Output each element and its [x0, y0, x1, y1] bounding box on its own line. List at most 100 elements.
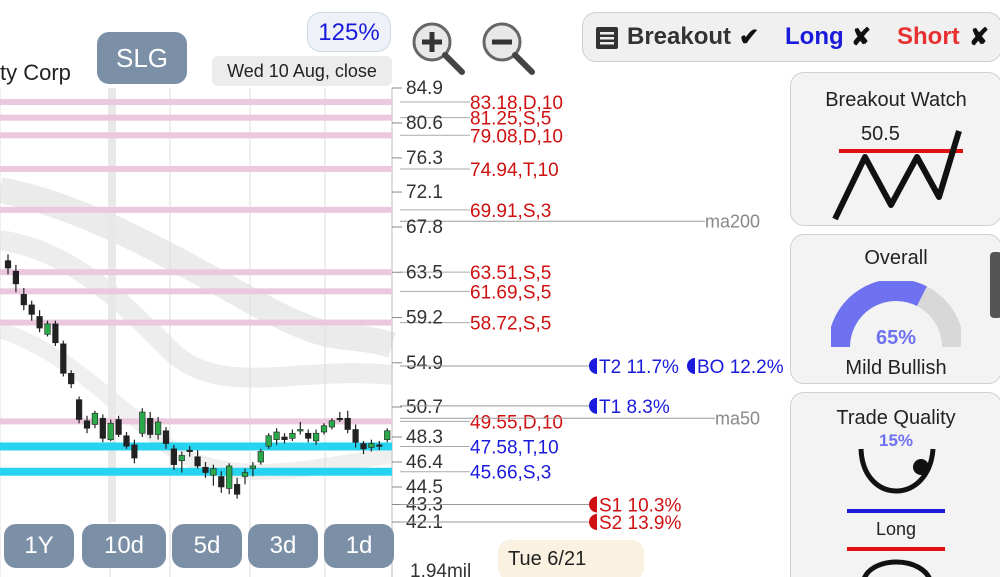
- candle-up: [91, 412, 98, 425]
- breakout-toggle[interactable]: Breakout: [627, 23, 732, 50]
- candle-down: [305, 432, 312, 439]
- target-marker-icon: [589, 496, 597, 513]
- level-label: 61.69,S,5: [470, 282, 551, 303]
- long-toggle[interactable]: Long: [785, 23, 844, 50]
- candle-up: [139, 411, 146, 434]
- target-label: T1 8.3%: [599, 397, 670, 418]
- level-band: [0, 467, 392, 476]
- candle-down: [202, 466, 209, 473]
- target-label: T2 11.7%: [599, 357, 679, 378]
- candle-down: [376, 444, 383, 447]
- timeframe-1y[interactable]: 1Y: [4, 524, 74, 568]
- breakout-watch-title: Breakout Watch: [825, 89, 967, 111]
- candle-up: [297, 429, 304, 432]
- y-axis-tick-label: 80.6: [406, 113, 443, 134]
- level-band: [0, 165, 392, 172]
- overall-label: Mild Bullish: [845, 357, 947, 379]
- candle-down: [131, 444, 138, 459]
- level-label: 83.18,D,10: [470, 93, 563, 114]
- y-axis-tick-label: 67.8: [406, 217, 443, 238]
- candle-down: [281, 436, 288, 440]
- level-label: 45.66,S,3: [470, 463, 551, 484]
- candle-down: [123, 435, 130, 447]
- level-band: [0, 114, 392, 121]
- target-marker-icon: [687, 357, 695, 374]
- candle-down: [36, 316, 43, 329]
- short-pattern-icon: [847, 547, 945, 577]
- candle-up: [257, 451, 264, 463]
- candle-up: [328, 420, 336, 428]
- target-marker-icon: [589, 514, 597, 530]
- level-band: [0, 206, 392, 213]
- level-label: 49.55,D,10: [470, 412, 563, 433]
- signal-toolbar: Breakout ✔ Long ✘ Short ✘: [582, 12, 1000, 62]
- candle-up: [241, 472, 249, 477]
- level-label: 69.91,S,3: [470, 201, 551, 222]
- side-tools-icon[interactable]: [990, 252, 1000, 318]
- candle-up: [178, 455, 185, 461]
- candle-down: [12, 270, 20, 285]
- trade-quality-percent: 15%: [878, 431, 914, 450]
- breakout-watch-value: 50.5: [861, 123, 900, 145]
- candle-down: [147, 417, 154, 435]
- candle-down: [218, 476, 225, 488]
- long-cross-icon: ✘: [851, 24, 872, 51]
- y-axis-tick-label: 84.9: [406, 78, 443, 99]
- level-label: 58.72,S,5: [470, 314, 551, 335]
- candle-down: [28, 304, 35, 315]
- candle-up: [44, 323, 51, 335]
- short-toggle[interactable]: Short: [897, 23, 960, 50]
- company-name: ty Corp: [0, 60, 71, 85]
- candle-down: [194, 456, 201, 467]
- target-marker-icon: [589, 357, 597, 374]
- long-pattern-icon: [847, 448, 945, 513]
- zoom-in-icon[interactable]: [410, 20, 466, 76]
- candle-down: [186, 449, 193, 452]
- candle-down: [162, 430, 170, 444]
- level-band: [0, 288, 392, 295]
- overall-panel[interactable]: Overall 65% Mild Bullish: [790, 234, 1000, 384]
- candle-down: [170, 448, 178, 465]
- target-marker-icon: [589, 397, 597, 414]
- candle-down: [360, 443, 367, 450]
- timeframe-3d[interactable]: 3d: [248, 524, 318, 568]
- breakout-watch-panel[interactable]: Breakout Watch 50.5: [790, 72, 1000, 226]
- breakout-check-icon: ✔: [739, 24, 760, 51]
- candle-up: [249, 465, 257, 469]
- y-axis-tick-label: 76.3: [406, 148, 443, 169]
- candle-up: [273, 431, 280, 440]
- moving-average-label: ma200: [705, 211, 760, 231]
- target-label: S2 13.9%: [599, 513, 681, 534]
- y-axis-tick-label: 50.7: [406, 397, 443, 418]
- date-label: Wed 10 Aug, close: [212, 56, 392, 86]
- candle-down: [352, 429, 359, 443]
- zoom-level[interactable]: 125%: [307, 12, 391, 52]
- grid-highlight-column: [108, 88, 116, 522]
- y-axis-tick-label: 44.5: [406, 477, 443, 498]
- level-band: [0, 418, 392, 425]
- candle-up: [312, 432, 320, 442]
- candle-up: [210, 468, 217, 476]
- trade-quality-panel[interactable]: Trade Quality 15% Long: [790, 392, 1000, 577]
- candle-down: [76, 399, 83, 420]
- timeframe-1d[interactable]: 1d: [324, 524, 394, 568]
- y-axis-tick-label: 48.3: [406, 427, 443, 448]
- y-axis-tick-label: 72.1: [406, 182, 443, 203]
- y-axis-tick-label: 54.9: [406, 353, 443, 374]
- candle-down: [83, 420, 91, 429]
- ticker-button[interactable]: SLG: [97, 32, 187, 84]
- level-band: [0, 132, 392, 139]
- candle-down: [344, 417, 351, 430]
- overall-gauge: [831, 281, 961, 348]
- y-axis-tick-label: 46.4: [406, 452, 443, 473]
- candle-down: [52, 323, 59, 344]
- level-label: 47.58,T,10: [470, 437, 559, 458]
- zoom-out-icon[interactable]: [480, 20, 536, 76]
- list-icon[interactable]: [595, 26, 619, 50]
- timeframe-10d[interactable]: 10d: [82, 524, 166, 568]
- timeframe-5d[interactable]: 5d: [172, 524, 242, 568]
- trade-quality-label: Long: [875, 519, 917, 539]
- level-label: 63.51,S,5: [470, 263, 551, 284]
